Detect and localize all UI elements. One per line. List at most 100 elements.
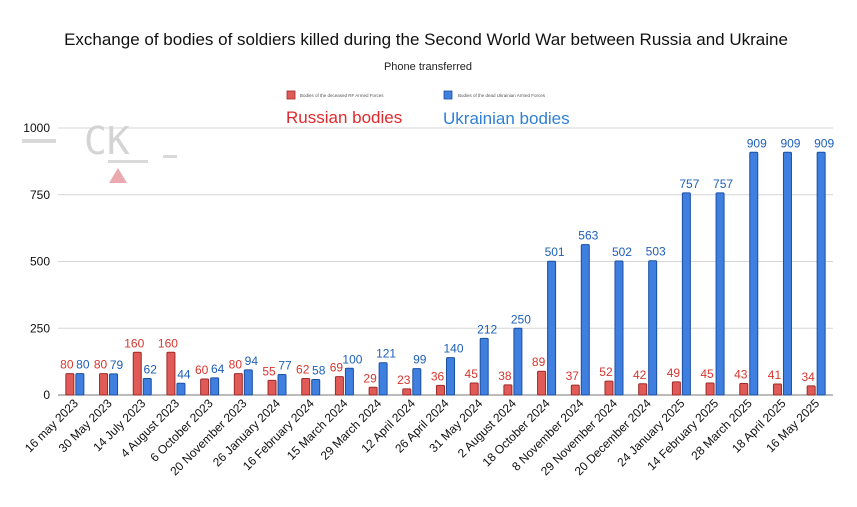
legend: Bodies of the deceased RF Armed Forces B… bbox=[286, 90, 570, 128]
data-label-russian: 37 bbox=[566, 369, 580, 383]
bar-ukrainian bbox=[344, 367, 354, 396]
bar-ukrainian bbox=[277, 373, 287, 396]
data-label-ukrainian: 909 bbox=[814, 136, 834, 150]
data-label-russian: 89 bbox=[532, 355, 546, 369]
data-label-ukrainian: 99 bbox=[413, 353, 427, 367]
watermark-logo: CK bbox=[22, 119, 177, 183]
y-axis-ticks: 0 250 500 750 1000 bbox=[23, 121, 50, 402]
data-label-russian: 42 bbox=[633, 368, 647, 382]
data-label-ukrainian: 212 bbox=[477, 322, 497, 336]
data-label-russian: 36 bbox=[431, 369, 445, 383]
bar-russian bbox=[368, 386, 378, 396]
data-label-ukrainian: 121 bbox=[376, 347, 396, 361]
bar-ukrainian bbox=[614, 260, 624, 396]
bar-ukrainian bbox=[142, 377, 152, 396]
data-label-ukrainian: 563 bbox=[578, 229, 598, 243]
y-tick-label: 250 bbox=[30, 321, 50, 335]
bar-russian bbox=[604, 380, 614, 396]
data-label-russian: 38 bbox=[498, 369, 512, 383]
bar-russian bbox=[334, 376, 344, 396]
data-label-ukrainian: 140 bbox=[443, 342, 463, 356]
bar-ukrainian bbox=[648, 260, 658, 396]
legend-swatch-russian bbox=[286, 90, 296, 100]
data-label-ukrainian: 44 bbox=[177, 367, 191, 381]
data-label-ukrainian: 79 bbox=[110, 358, 124, 372]
gridlines bbox=[58, 127, 833, 396]
data-label-russian: 80 bbox=[60, 358, 74, 372]
data-label-russian: 80 bbox=[229, 358, 243, 372]
bar-ukrainian bbox=[378, 362, 388, 396]
data-label-russian: 34 bbox=[801, 370, 815, 384]
watermark-dash bbox=[163, 155, 177, 158]
bar-russian bbox=[166, 351, 176, 396]
data-label-russian: 160 bbox=[158, 336, 178, 350]
bars bbox=[65, 151, 826, 396]
bar-ukrainian bbox=[75, 373, 85, 396]
legend-label-ukrainian: Bodies of the dead Ukrainian Armed Force… bbox=[458, 93, 546, 98]
data-label-russian: 62 bbox=[296, 362, 310, 376]
bar-ukrainian bbox=[782, 151, 792, 396]
bar-russian bbox=[132, 351, 142, 396]
bar-russian bbox=[806, 385, 816, 396]
data-label-russian: 60 bbox=[195, 363, 209, 377]
data-label-ukrainian: 80 bbox=[76, 358, 90, 372]
bar-ukrainian bbox=[681, 192, 691, 396]
data-label-ukrainian: 757 bbox=[713, 177, 733, 191]
y-tick-label: 500 bbox=[30, 255, 50, 269]
bar-russian bbox=[671, 381, 681, 396]
legend-label-russian: Bodies of the deceased RF Armed Forces bbox=[300, 93, 384, 98]
bar-russian bbox=[739, 383, 749, 396]
legend-overlay-russian: Russian bodies bbox=[286, 108, 402, 127]
watermark-text: CK bbox=[84, 119, 130, 163]
bar-ukrainian bbox=[311, 379, 321, 396]
data-label-ukrainian: 757 bbox=[679, 177, 699, 191]
bar-russian bbox=[233, 373, 243, 396]
data-label-ukrainian: 502 bbox=[612, 245, 632, 259]
bar-ukrainian bbox=[715, 192, 725, 396]
bar-ukrainian bbox=[816, 151, 826, 396]
bar-russian bbox=[301, 377, 311, 396]
data-label-russian: 49 bbox=[667, 366, 681, 380]
data-label-ukrainian: 100 bbox=[342, 352, 362, 366]
data-label-ukrainian: 77 bbox=[278, 358, 292, 372]
bar-russian bbox=[65, 373, 75, 396]
bar-russian bbox=[200, 378, 210, 396]
bar-russian bbox=[503, 384, 513, 396]
data-label-russian: 45 bbox=[465, 367, 479, 381]
y-tick-label: 0 bbox=[43, 388, 50, 402]
data-label-ukrainian: 503 bbox=[646, 245, 666, 259]
data-label-russian: 52 bbox=[599, 365, 613, 379]
bar-russian bbox=[267, 379, 277, 396]
chart-title: Exchange of bodies of soldiers killed du… bbox=[64, 30, 788, 49]
legend-overlay-ukrainian: Ukrainian bodies bbox=[443, 109, 570, 128]
bar-russian bbox=[402, 388, 412, 396]
data-label-russian: 23 bbox=[397, 373, 411, 387]
data-label-ukrainian: 58 bbox=[312, 364, 326, 378]
bar-russian bbox=[570, 384, 580, 396]
data-label-ukrainian: 250 bbox=[511, 312, 531, 326]
data-label-ukrainian: 909 bbox=[780, 136, 800, 150]
bar-russian bbox=[638, 383, 648, 396]
data-label-ukrainian: 64 bbox=[211, 362, 225, 376]
chart-subtitle: Phone transferred bbox=[384, 61, 472, 73]
legend-swatch-ukrainian bbox=[443, 90, 453, 100]
watermark-underline bbox=[108, 160, 148, 163]
bar-ukrainian bbox=[749, 151, 759, 396]
data-label-russian: 29 bbox=[363, 371, 377, 385]
data-label-russian: 43 bbox=[734, 368, 748, 382]
data-label-ukrainian: 62 bbox=[144, 362, 158, 376]
bar-ukrainian bbox=[243, 369, 253, 396]
bar-ukrainian bbox=[210, 377, 220, 396]
data-label-russian: 69 bbox=[330, 361, 344, 375]
bar-ukrainian bbox=[513, 327, 523, 396]
bar-ukrainian bbox=[176, 382, 186, 396]
bar-ukrainian bbox=[446, 357, 455, 396]
bar-ukrainian bbox=[580, 244, 590, 396]
bar-russian bbox=[772, 383, 782, 396]
data-label-russian: 55 bbox=[262, 364, 276, 378]
bar-russian bbox=[436, 384, 445, 396]
watermark-bar-left bbox=[22, 139, 56, 143]
